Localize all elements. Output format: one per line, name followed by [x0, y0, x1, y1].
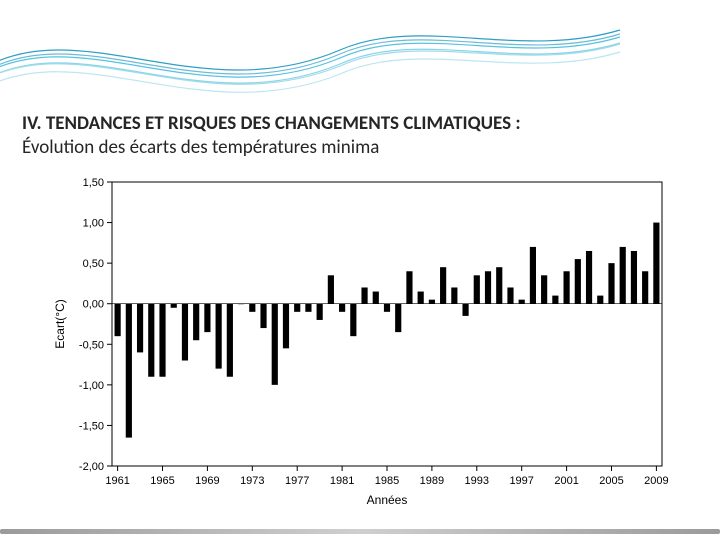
ytick-label: 0,50: [83, 258, 104, 270]
bar: [451, 287, 457, 303]
bar: [283, 304, 289, 349]
bar: [418, 292, 424, 304]
bar: [530, 247, 536, 304]
bar: [305, 304, 311, 312]
footer-line: [0, 529, 720, 534]
xtick-label: 2001: [554, 475, 578, 487]
temperature-deviation-chart: -2,00 -1,50 -1,00 -0,50 0,00 0,50 1,00 1,50 1961…: [48, 174, 672, 510]
bar: [384, 304, 390, 312]
bar: [395, 304, 401, 332]
bar: [159, 304, 165, 377]
bar: [204, 304, 210, 332]
xtick-label: 1969: [195, 475, 219, 487]
bar: [597, 296, 603, 304]
bar: [227, 304, 233, 377]
bar: [328, 275, 334, 303]
bar: [339, 304, 345, 312]
ytick-label: 1,00: [83, 218, 104, 230]
bar: [507, 287, 513, 303]
bar: [653, 223, 659, 304]
bar: [171, 304, 177, 308]
xtick-label: 2009: [644, 475, 668, 487]
bar: [148, 304, 154, 377]
y-axis-label: Ecart(°C): [53, 299, 67, 348]
bar: [608, 263, 614, 304]
bar: [193, 304, 199, 341]
bar: [317, 304, 323, 320]
ytick-label: 0,00: [83, 299, 104, 311]
bar: [350, 304, 356, 336]
xtick-label: 1985: [375, 475, 399, 487]
bar: [519, 300, 525, 304]
bar: [541, 275, 547, 303]
xtick-label: 2005: [599, 475, 623, 487]
bar: [373, 292, 379, 304]
bar: [620, 247, 626, 304]
xtick-label: 1981: [330, 475, 354, 487]
heading-line-1: IV. TENDANCES ET RISQUES DES CHANGEMENTS…: [22, 112, 698, 136]
xtick-label: 1997: [509, 475, 533, 487]
bar: [137, 304, 143, 353]
xtick-label: 1977: [285, 475, 309, 487]
bar: [642, 271, 648, 303]
bar: [474, 275, 480, 303]
heading-line-2: Évolution des écarts des températures mi…: [22, 136, 698, 160]
bar: [575, 259, 581, 304]
bar: [238, 304, 244, 305]
ytick-label: -2,00: [79, 461, 104, 473]
bar: [586, 251, 592, 304]
bar: [249, 304, 255, 312]
bar: [294, 304, 300, 312]
bar: [182, 304, 188, 361]
bar: [485, 271, 491, 303]
bar: [429, 300, 435, 304]
xtick-label: 1989: [420, 475, 444, 487]
bar: [216, 304, 222, 369]
wave-decoration: [0, 0, 720, 100]
bar: [631, 251, 637, 304]
bar: [115, 304, 121, 336]
ytick-label: -1,00: [79, 380, 104, 392]
bar: [260, 304, 266, 328]
bar: [361, 287, 367, 303]
xtick-label: 1993: [465, 475, 489, 487]
bar: [552, 296, 558, 304]
slide-heading: IV. TENDANCES ET RISQUES DES CHANGEMENTS…: [22, 112, 698, 160]
xtick-label: 1961: [105, 475, 129, 487]
bar: [462, 304, 468, 316]
bar: [406, 271, 412, 303]
bar: [126, 304, 132, 438]
bar: [272, 304, 278, 385]
bar: [496, 267, 502, 304]
bar: [564, 271, 570, 303]
ytick-label: 1,50: [83, 177, 104, 189]
ytick-label: -0,50: [79, 339, 104, 351]
xtick-label: 1973: [240, 475, 264, 487]
x-axis-label: Années: [367, 493, 408, 507]
bar: [440, 267, 446, 304]
ytick-label: -1,50: [79, 420, 104, 432]
xtick-label: 1965: [150, 475, 174, 487]
